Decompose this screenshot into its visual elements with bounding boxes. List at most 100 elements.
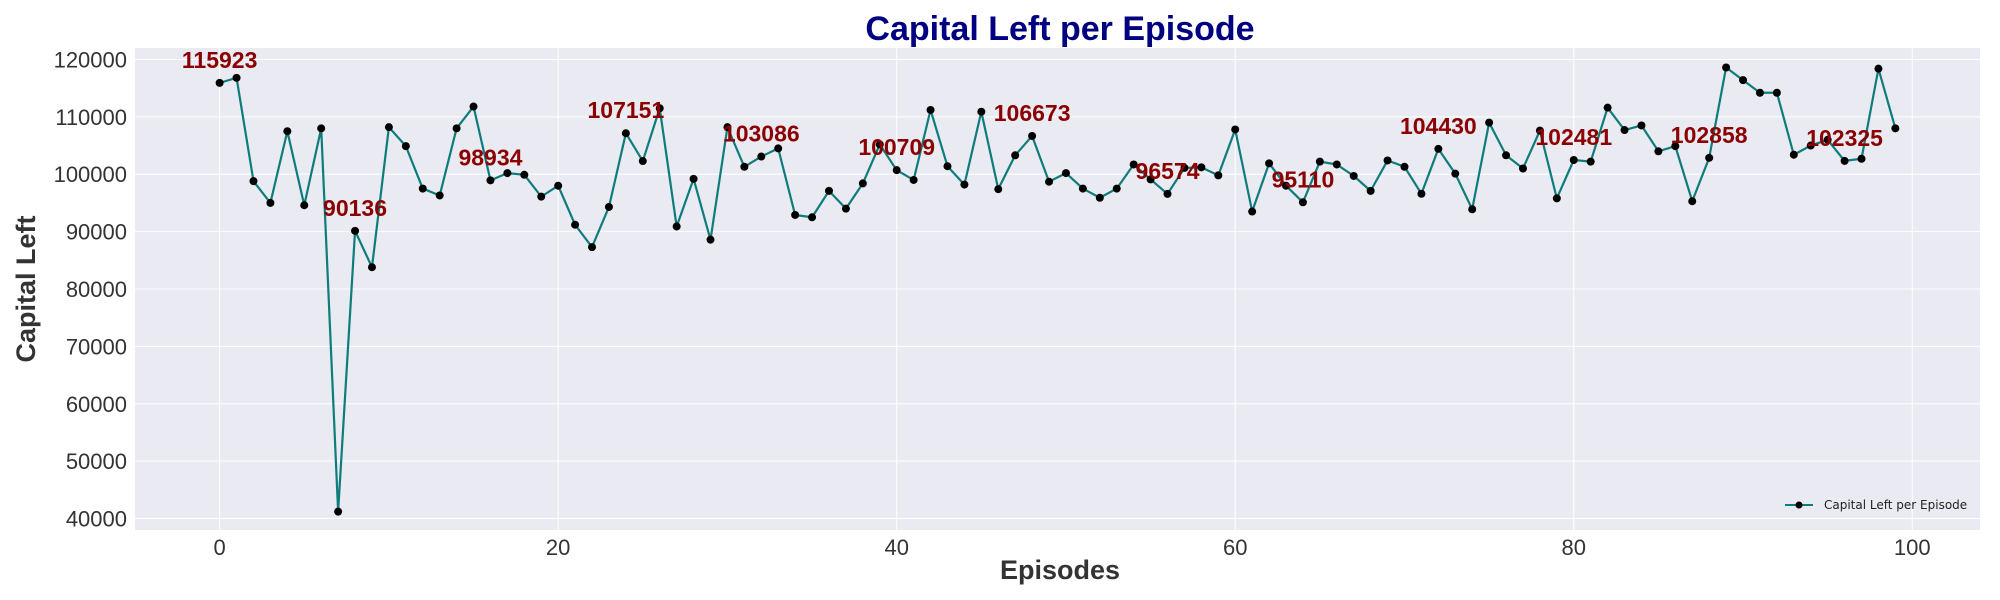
data-label: 103086 bbox=[723, 121, 800, 147]
data-point bbox=[554, 181, 563, 190]
legend-marker bbox=[1795, 501, 1803, 509]
data-point bbox=[1146, 175, 1155, 184]
data-point bbox=[1282, 181, 1291, 190]
x-tick-label: 0 bbox=[214, 535, 226, 560]
data-point bbox=[1112, 184, 1121, 193]
data-point bbox=[1518, 164, 1527, 173]
data-point bbox=[588, 243, 597, 252]
data-point bbox=[655, 104, 664, 113]
data-point bbox=[1383, 156, 1392, 165]
data-point bbox=[1231, 125, 1240, 134]
data-point bbox=[1671, 142, 1680, 151]
data-point bbox=[1214, 171, 1223, 180]
data-point bbox=[537, 192, 546, 201]
data-point bbox=[1722, 63, 1731, 72]
series-layer bbox=[215, 63, 1900, 516]
data-point bbox=[706, 235, 715, 244]
data-label: 102325 bbox=[1806, 125, 1883, 151]
data-point bbox=[1535, 126, 1544, 135]
data-point bbox=[994, 185, 1003, 194]
data-point bbox=[1654, 147, 1663, 156]
data-point bbox=[1248, 207, 1257, 216]
data-point bbox=[1874, 64, 1883, 73]
y-tick-label: 120000 bbox=[54, 47, 127, 72]
data-point bbox=[1806, 141, 1815, 150]
data-label: 100709 bbox=[858, 134, 935, 160]
data-point bbox=[1332, 160, 1341, 169]
y-tick-label: 40000 bbox=[66, 507, 127, 532]
tick-labels: 0 20 40 60 80 100 40000 50000 60000 70000 80000 900… bbox=[54, 47, 1931, 560]
data-point bbox=[1569, 156, 1578, 165]
x-tick-label: 60 bbox=[1223, 535, 1247, 560]
data-point bbox=[1451, 169, 1460, 178]
data-point bbox=[1688, 197, 1697, 206]
data-point bbox=[1045, 177, 1054, 186]
data-point bbox=[892, 166, 901, 175]
data-point bbox=[384, 123, 393, 132]
data-point bbox=[367, 263, 376, 272]
data-point bbox=[249, 177, 258, 186]
data-label: 98934 bbox=[458, 144, 522, 170]
data-point bbox=[689, 174, 698, 183]
data-point bbox=[571, 220, 580, 229]
data-point bbox=[452, 124, 461, 133]
data-point bbox=[300, 201, 309, 210]
data-point bbox=[266, 198, 275, 207]
data-point bbox=[909, 175, 918, 184]
x-tick-label: 40 bbox=[884, 535, 908, 560]
data-point bbox=[926, 105, 935, 114]
data-point bbox=[1705, 153, 1714, 162]
data-point bbox=[1434, 144, 1443, 153]
data-point bbox=[672, 222, 681, 231]
data-point bbox=[1028, 131, 1037, 140]
data-point bbox=[1840, 156, 1849, 165]
data-point bbox=[215, 78, 224, 87]
data-point bbox=[351, 226, 360, 235]
data-point bbox=[808, 213, 817, 222]
data-point bbox=[1603, 103, 1612, 112]
data-point bbox=[317, 124, 326, 133]
data-point bbox=[435, 191, 444, 200]
data-point bbox=[1739, 76, 1748, 85]
data-point bbox=[1772, 88, 1781, 97]
data-point bbox=[283, 127, 292, 136]
data-point bbox=[960, 180, 969, 189]
y-tick-label: 50000 bbox=[66, 449, 127, 474]
data-point bbox=[1349, 171, 1358, 180]
data-point bbox=[1061, 169, 1070, 178]
data-point bbox=[1078, 184, 1087, 193]
data-point bbox=[486, 176, 495, 185]
annotations: 115923 90136 98934 107151 103086 100709 106673… bbox=[182, 47, 1883, 221]
y-tick-label: 100000 bbox=[54, 162, 127, 187]
data-point bbox=[1637, 121, 1646, 130]
x-tick-label: 100 bbox=[1894, 535, 1931, 560]
y-tick-label: 70000 bbox=[66, 334, 127, 359]
y-tick-label: 80000 bbox=[66, 277, 127, 302]
x-tick-label: 20 bbox=[546, 535, 570, 560]
data-point bbox=[1417, 189, 1426, 198]
grid bbox=[135, 48, 1980, 530]
data-point bbox=[1366, 186, 1375, 195]
data-point bbox=[503, 169, 512, 178]
data-point bbox=[1586, 157, 1595, 166]
y-tick-label: 110000 bbox=[55, 105, 127, 130]
data-point bbox=[334, 507, 343, 516]
legend: Capital Left per Episode bbox=[1785, 498, 1967, 512]
data-point bbox=[723, 123, 732, 132]
data-label: 106673 bbox=[994, 100, 1071, 126]
data-point bbox=[1315, 157, 1324, 166]
data-point bbox=[1857, 154, 1866, 163]
data-label: 102858 bbox=[1671, 122, 1748, 148]
data-point bbox=[401, 142, 410, 151]
y-axis-label: Capital Left bbox=[11, 215, 41, 362]
data-point bbox=[1298, 198, 1307, 207]
data-point bbox=[977, 107, 986, 116]
data-point bbox=[1400, 162, 1409, 171]
data-point bbox=[1620, 126, 1629, 135]
data-point bbox=[1129, 160, 1138, 169]
data-point bbox=[638, 157, 647, 166]
x-tick-label: 80 bbox=[1562, 535, 1586, 560]
data-point bbox=[841, 204, 850, 213]
data-point bbox=[824, 186, 833, 195]
